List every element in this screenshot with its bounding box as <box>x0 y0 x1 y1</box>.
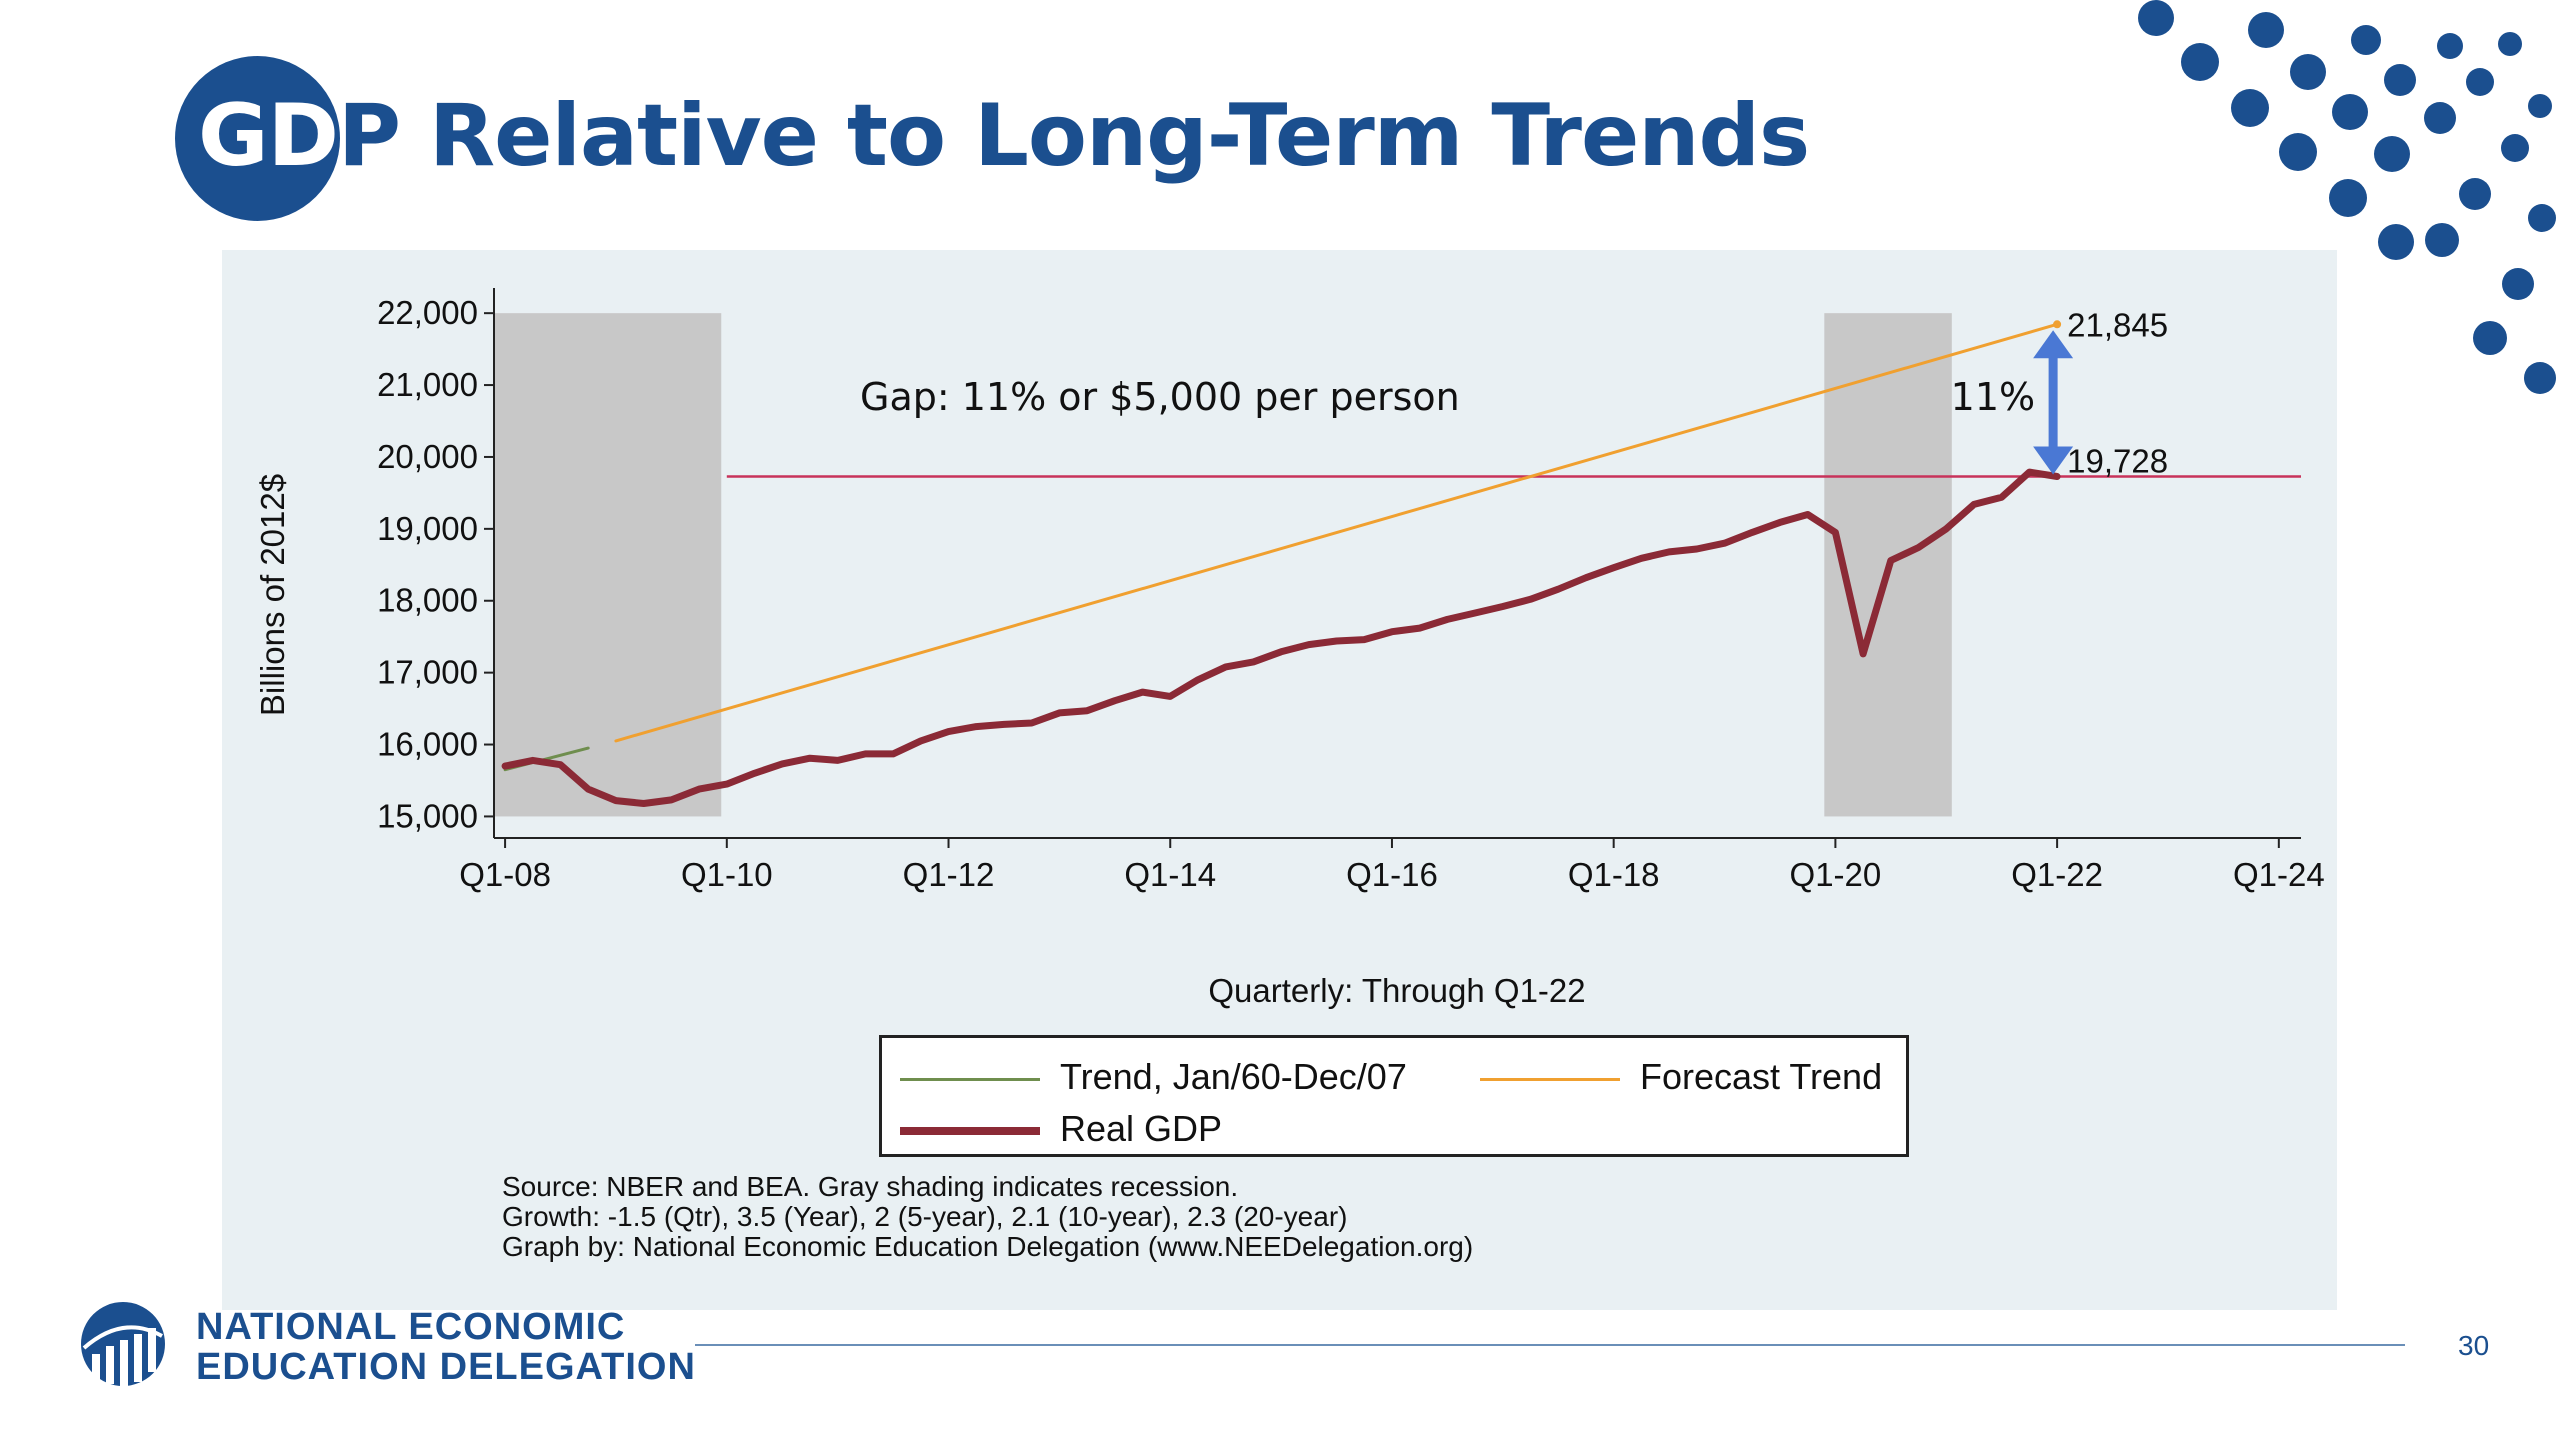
legend-real-gdp: Real GDP <box>900 1108 1222 1150</box>
legend-real-gdp-label: Real GDP <box>1060 1108 1223 1149</box>
legend-trend-swatch <box>900 1077 1040 1081</box>
x-tick-label: Q1-08 <box>459 856 551 893</box>
graph-by-note: Graph by: National Economic Education De… <box>502 1231 1474 1262</box>
decor-dot <box>2374 136 2410 172</box>
decor-dot <box>2138 0 2174 36</box>
decor-dot <box>2424 102 2456 134</box>
decor-dot <box>2473 321 2507 355</box>
decor-dot <box>2528 204 2556 232</box>
decor-dot <box>2329 179 2367 217</box>
gap-arrow-head-up <box>2033 330 2074 359</box>
title-prefix: GD <box>198 86 339 186</box>
decor-dot <box>2351 25 2381 55</box>
page-number: 30 <box>2458 1330 2490 1361</box>
legend-forecast-swatch <box>1480 1077 1620 1081</box>
gdp-chart: 15,000 16,000 17,000 18,000 19,000 20,000 21,0… <box>254 288 2325 1009</box>
growth-note: Growth: -1.5 (Qtr), 3.5 (Year), 2 (5-yea… <box>502 1201 1348 1232</box>
x-axis-label: Quarterly: Through Q1-22 <box>1208 972 1585 1009</box>
y-tick-label: 17,000 <box>377 654 478 691</box>
source-note: Source: NBER and BEA. Gray shading indic… <box>502 1171 1239 1202</box>
decor-dot <box>2290 54 2326 90</box>
decor-dot <box>2437 33 2463 59</box>
y-tick-label: 19,000 <box>377 510 478 547</box>
forecast-end-label: 21,845 <box>2067 306 2168 343</box>
decor-dot <box>2279 133 2317 171</box>
decor-dot <box>2181 43 2219 81</box>
legend-trend: Trend, Jan/60-Dec/07 <box>900 1056 1407 1098</box>
actual-end-label: 19,728 <box>2067 443 2168 480</box>
title-circle-decoration <box>175 56 340 221</box>
decor-dot <box>2498 32 2522 56</box>
page-title: GDP Relative to Long-Term Trends <box>198 76 1810 196</box>
x-tick-label: Q1-18 <box>1568 856 1660 893</box>
decor-dot <box>2466 68 2494 96</box>
forecast-trend-line <box>614 322 2059 743</box>
x-tick-label: Q1-14 <box>1124 856 1216 893</box>
decor-dot <box>2501 134 2529 162</box>
org-name-line2: EDUCATION DELEGATION <box>196 1346 696 1388</box>
dot-pattern-decoration <box>2138 0 2556 394</box>
chart-legend: Trend, Jan/60-Dec/07 Forecast Trend Real… <box>879 1035 1909 1157</box>
bar-chart-globe-icon <box>81 1302 165 1386</box>
chart-notes: Source: NBER and BEA. Gray shading indic… <box>502 1172 1473 1262</box>
gap-annotation: Gap: 11% or $5,000 per person <box>860 375 1460 419</box>
x-tick-label: Q1-20 <box>1790 856 1882 893</box>
decor-dot <box>2378 224 2414 260</box>
decor-dot <box>2502 268 2534 300</box>
footer-divider <box>695 1344 2405 1346</box>
x-tick-label: Q1-16 <box>1346 856 1438 893</box>
decor-dot <box>2231 89 2269 127</box>
title-rest: P Relative to Long-Term Trends <box>337 86 1810 186</box>
y-axis-label: Billions of 2012$ <box>254 474 291 716</box>
y-tick-label: 18,000 <box>377 582 478 619</box>
y-tick-label: 15,000 <box>377 797 478 834</box>
legend-trend-label: Trend, Jan/60-Dec/07 <box>1060 1056 1407 1097</box>
legend-real-gdp-swatch <box>900 1127 1040 1136</box>
decor-dot <box>2384 64 2416 96</box>
y-tick-label: 22,000 <box>377 294 478 331</box>
x-tick-label: Q1-24 <box>2233 856 2325 893</box>
gap-percent-label: 11% <box>1951 375 2035 419</box>
forecast-end-point <box>2053 320 2062 329</box>
gap-arrow-head-down <box>2033 446 2074 475</box>
decor-dot <box>2528 94 2552 118</box>
x-tick-label: Q1-22 <box>2011 856 2103 893</box>
decor-dot <box>2459 178 2491 210</box>
y-tick-label: 21,000 <box>377 366 478 403</box>
y-tick-label: 20,000 <box>377 438 478 475</box>
x-tick-label: Q1-12 <box>903 856 995 893</box>
org-name-line1: NATIONAL ECONOMIC <box>196 1306 626 1348</box>
recession-shade-0 <box>494 313 722 817</box>
y-tick-label: 16,000 <box>377 726 478 763</box>
decor-dot <box>2425 223 2459 257</box>
plot-area <box>494 288 2301 838</box>
decor-dot <box>2332 94 2368 130</box>
decor-dot <box>2248 12 2284 48</box>
legend-forecast: Forecast Trend <box>1480 1056 1882 1098</box>
x-tick-label: Q1-10 <box>681 856 773 893</box>
real-gdp-line <box>501 468 2061 807</box>
legend-forecast-label: Forecast Trend <box>1640 1056 1883 1097</box>
decor-dot <box>2524 362 2556 394</box>
organization-name: NATIONAL ECONOMIC EDUCATION DELEGATION <box>196 1307 696 1387</box>
